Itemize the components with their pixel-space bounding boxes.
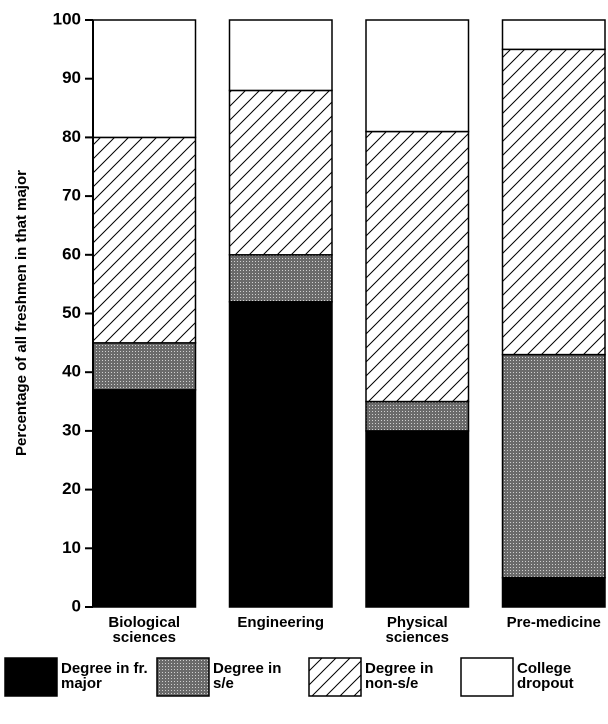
- y-tick-label: 10: [62, 538, 81, 557]
- bar-segment: [92, 389, 197, 608]
- bar-segment: [92, 19, 197, 139]
- y-tick-label: 70: [62, 186, 81, 205]
- x-tick-label: Engineering: [237, 615, 325, 631]
- bar-segment: [365, 430, 470, 608]
- y-axis-label: Percentage of all freshmen in that major: [13, 170, 30, 456]
- bar-segment: [365, 130, 470, 403]
- legend-label-box: Degree in non-s/e: [365, 661, 434, 692]
- bar-segment: [228, 19, 333, 92]
- x-tick-label-box: Pre-medicine: [506, 615, 601, 631]
- x-tick-label-box: Physical sciences: [385, 615, 449, 646]
- x-tick-label-box: Biological sciences: [108, 615, 181, 646]
- y-tick-label: 50: [62, 303, 81, 322]
- bar-segment: [501, 353, 606, 579]
- legend-label-box: Degree in s/e: [213, 661, 282, 692]
- bar-segment: [228, 89, 333, 256]
- bar-segment: [92, 342, 197, 391]
- legend-swatch: [4, 657, 58, 697]
- legend-swatch: [308, 657, 362, 697]
- legend-swatch: [460, 657, 514, 697]
- bar-segment: [365, 400, 470, 432]
- legend-label: Degree in s/e: [213, 661, 282, 692]
- bar-segment: [501, 48, 606, 356]
- x-tick-label-box: Engineering: [237, 615, 325, 631]
- y-tick-label: 100: [53, 9, 81, 28]
- y-tick-label: 30: [62, 420, 81, 439]
- bar-segment: [501, 19, 606, 51]
- x-tick-label: Biological sciences: [108, 615, 181, 646]
- legend-label: Degree in non-s/e: [365, 661, 434, 692]
- legend-label: College dropout: [517, 661, 574, 692]
- y-tick-label: 40: [62, 362, 81, 381]
- x-tick-label: Pre-medicine: [506, 615, 601, 631]
- bar-segment: [92, 136, 197, 344]
- legend-label-box: Degree in fr. major: [61, 661, 148, 692]
- bar-segment: [228, 301, 333, 608]
- y-tick-label: 80: [62, 127, 81, 146]
- bar-segment: [228, 254, 333, 303]
- y-tick-label: 20: [62, 479, 81, 498]
- bar-segment: [365, 19, 470, 133]
- legend-swatch: [156, 657, 210, 697]
- legend-label-box: College dropout: [517, 661, 574, 692]
- y-tick-label: 90: [62, 68, 81, 87]
- x-tick-label: Physical sciences: [385, 615, 449, 646]
- y-tick-label: 60: [62, 244, 81, 263]
- y-tick-label: 0: [72, 596, 81, 615]
- legend-label: Degree in fr. major: [61, 661, 148, 692]
- bar-segment: [501, 576, 606, 608]
